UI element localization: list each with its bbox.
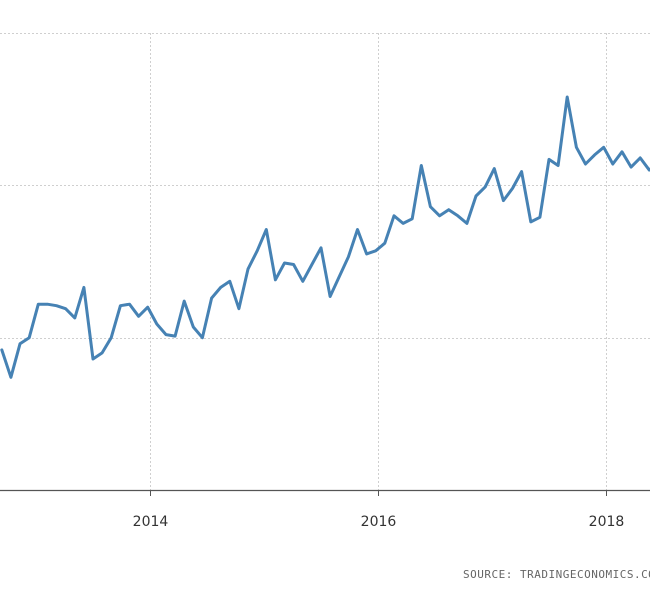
tick-layer: 2014 2016 2018: [133, 490, 625, 530]
x-tick-label-2018: 2018: [589, 514, 625, 530]
series-layer: [0, 95, 650, 379]
series-line-0: [0, 95, 650, 379]
x-tick-label-2016: 2016: [361, 514, 397, 530]
grid-layer: [0, 33, 650, 490]
x-tick-label-2014: 2014: [133, 514, 169, 530]
source-label: SOURCE: TRADINGECONOMICS.COM: [463, 568, 650, 581]
